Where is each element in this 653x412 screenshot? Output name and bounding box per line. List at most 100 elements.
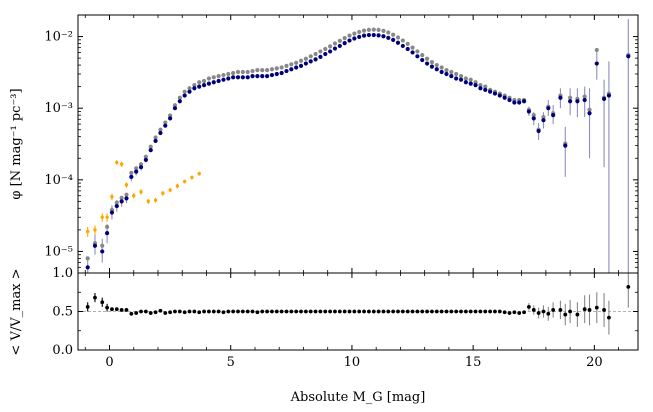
top-point-0-58: [371, 27, 376, 32]
top-point-2-6: [119, 162, 124, 166]
top-point-1-76: [458, 77, 464, 82]
top-point-1-97: [563, 143, 568, 148]
bottom-xtick-label-1: 5: [227, 355, 235, 370]
bottom-point-19: [182, 310, 187, 315]
top-point-0-73: [444, 68, 449, 73]
top-point-0-93: [541, 115, 546, 120]
bottom-point-83: [493, 309, 497, 314]
bottom-point-74: [449, 309, 454, 314]
top-point-1-104: [606, 93, 612, 98]
top-point-1-98: [568, 99, 573, 104]
bottom-point-67: [415, 309, 420, 314]
bottom-ytick-label-2: 1.0: [52, 266, 73, 281]
top-point-0-72: [439, 65, 444, 70]
top-point-0-101: [587, 107, 592, 112]
top-point-1-84: [497, 93, 502, 98]
top-point-1-60: [381, 34, 386, 39]
bottom-point-64: [400, 309, 405, 314]
top-point-1-100: [582, 97, 587, 103]
top-point-0-81: [483, 84, 488, 89]
top-point-0-63: [395, 35, 401, 40]
top-ylabel: φ [N mag⁻¹ pc⁻³]: [9, 88, 24, 199]
top-point-0-75: [454, 71, 459, 77]
top-point-1-54: [352, 36, 357, 41]
top-point-0-35: [260, 68, 265, 73]
bottom-point-38: [274, 309, 279, 314]
bottom-point-40: [284, 309, 289, 314]
top-point-1-39: [279, 70, 284, 76]
top-point-0-28: [226, 71, 231, 77]
top-point-1-16: [168, 116, 173, 121]
top-point-1-82: [488, 89, 493, 94]
top-point-1-14: [158, 130, 163, 136]
bottom-point-91: [531, 308, 536, 312]
top-point-0-53: [347, 33, 352, 38]
top-point-0-61: [386, 30, 391, 35]
top-point-1-1: [92, 243, 98, 248]
top-point-1-38: [274, 71, 279, 77]
top-point-0-34: [255, 68, 260, 73]
bottom-point-99: [575, 312, 580, 317]
bottom-point-26: [216, 309, 221, 314]
top-point-1-59: [376, 33, 381, 38]
top-point-1-12: [148, 147, 153, 153]
top-point-0-57: [366, 27, 372, 32]
top-point-1-50: [332, 46, 338, 51]
top-point-0-39: [279, 65, 284, 70]
top-point-1-62: [391, 37, 396, 42]
bottom-point-90: [527, 304, 531, 309]
top-point-1-34: [255, 74, 260, 79]
top-point-1-86: [507, 97, 512, 103]
top-point-1-77: [463, 80, 468, 85]
top-point-1-89: [521, 99, 527, 104]
top-point-0-2: [100, 243, 105, 248]
top-point-1-69: [424, 61, 430, 66]
bottom-point-103: [602, 308, 606, 312]
top-point-1-19: [182, 93, 187, 98]
top-point-2-8: [132, 194, 136, 198]
top-point-1-81: [483, 87, 488, 93]
top-point-1-87: [512, 100, 517, 105]
top-point-1-8: [129, 174, 134, 179]
top-point-0-65: [405, 41, 410, 46]
top-point-2-12: [161, 191, 165, 195]
bottom-point-48: [323, 309, 328, 314]
top-point-1-99: [575, 99, 580, 104]
bottom-point-17: [173, 309, 177, 314]
top-point-1-85: [502, 95, 507, 100]
bottom-point-52: [342, 309, 347, 314]
bottom-point-56: [362, 309, 366, 314]
bottom-point-62: [391, 309, 396, 314]
bottom-ytick-label-1: 0.5: [52, 305, 73, 320]
top-point-0-9: [134, 166, 139, 171]
bottom-point-55: [357, 309, 362, 314]
top-point-0-71: [434, 62, 439, 68]
top-point-0-43: [298, 58, 304, 63]
bottom-ylabel: < V/V_max >: [9, 268, 24, 355]
bottom-point-76: [459, 309, 463, 314]
top-point-1-3: [104, 231, 110, 236]
top-point-1-31: [240, 75, 245, 80]
top-point-0-56: [361, 28, 367, 33]
top-point-1-21: [192, 86, 197, 91]
top-point-1-17: [172, 106, 178, 111]
top-point-1-102: [594, 61, 599, 66]
top-point-0-46: [313, 51, 318, 57]
bottom-point-66: [410, 309, 415, 314]
top-point-0-33: [250, 68, 255, 74]
top-point-0-40: [284, 63, 289, 68]
bottom-point-69: [425, 309, 429, 314]
bottom-point-95: [551, 308, 556, 312]
top-point-1-2: [100, 249, 105, 254]
bottom-point-21: [192, 309, 197, 314]
bottom-point-28: [226, 309, 231, 314]
bottom-point-35: [260, 309, 265, 314]
top-point-0-29: [231, 70, 236, 76]
top-point-1-68: [420, 57, 425, 63]
top-point-0-100: [582, 94, 587, 99]
top-point-0-52: [342, 36, 347, 41]
bottom-point-79: [473, 309, 478, 314]
top-point-0-38: [274, 66, 279, 71]
top-point-1-42: [294, 65, 299, 70]
top-point-1-79: [473, 83, 478, 88]
